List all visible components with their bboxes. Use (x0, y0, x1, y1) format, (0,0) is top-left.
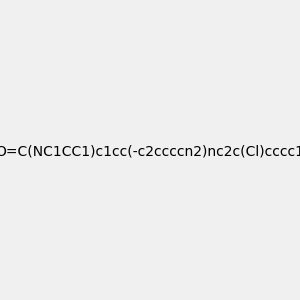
Text: O=C(NC1CC1)c1cc(-c2ccccn2)nc2c(Cl)cccc12: O=C(NC1CC1)c1cc(-c2ccccn2)nc2c(Cl)cccc12 (0, 145, 300, 158)
